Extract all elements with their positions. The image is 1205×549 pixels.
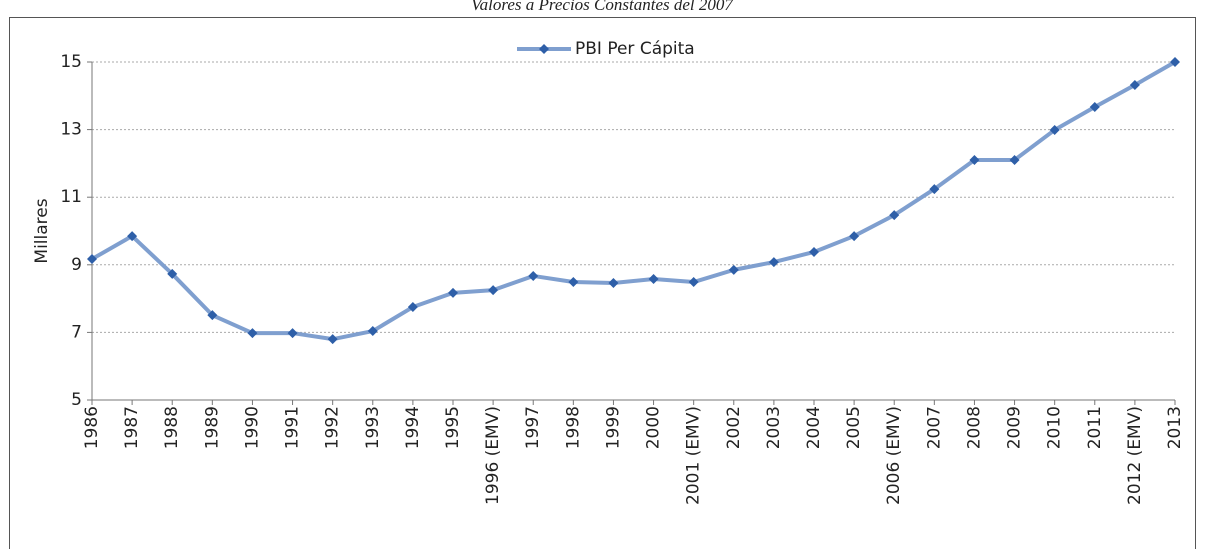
y-tick-label: 13 bbox=[60, 120, 82, 140]
data-point bbox=[448, 287, 458, 298]
x-tick-label: 1996 (EMV) bbox=[483, 406, 503, 505]
x-tick-label: 1987 bbox=[122, 406, 142, 449]
data-point bbox=[969, 155, 980, 166]
x-tick-label: 2001 (EMV) bbox=[684, 406, 704, 505]
data-point bbox=[1009, 155, 1020, 166]
data-point bbox=[768, 257, 779, 268]
data-point bbox=[207, 310, 218, 321]
data-point bbox=[568, 277, 579, 288]
data-point bbox=[367, 326, 378, 337]
data-point bbox=[247, 328, 258, 339]
x-tick-label: 1999 bbox=[603, 406, 623, 449]
x-tick-label: 1990 bbox=[242, 406, 262, 449]
data-point bbox=[1089, 101, 1100, 112]
data-point bbox=[929, 184, 940, 195]
x-tick-label: 1989 bbox=[202, 406, 222, 449]
data-point bbox=[87, 254, 97, 265]
legend-marker bbox=[539, 44, 549, 54]
data-point bbox=[889, 210, 900, 221]
data-point bbox=[1170, 57, 1180, 67]
x-tick-label: 1991 bbox=[283, 406, 303, 449]
x-tick-label: 2003 bbox=[764, 406, 784, 449]
data-point bbox=[528, 270, 539, 281]
y-axis-label: Millares bbox=[32, 198, 52, 263]
x-tick-label: 2000 bbox=[644, 406, 664, 449]
x-tick-label: 2009 bbox=[1005, 406, 1025, 449]
data-point bbox=[287, 328, 298, 339]
data-point bbox=[488, 285, 499, 296]
y-tick-label: 15 bbox=[60, 52, 82, 72]
y-tick-label: 11 bbox=[60, 187, 82, 207]
data-point bbox=[1049, 124, 1060, 135]
data-point bbox=[327, 334, 338, 345]
chart-frame bbox=[9, 17, 1196, 549]
x-tick-label: 1993 bbox=[363, 406, 383, 449]
series-line bbox=[91, 60, 1176, 342]
x-tick-label: 2005 bbox=[844, 406, 864, 449]
x-tick-label: 2010 bbox=[1045, 406, 1065, 449]
x-tick-label: 1995 bbox=[443, 406, 463, 449]
x-tick-label: 1992 bbox=[323, 406, 343, 449]
x-tick-label: 2012 (EMV) bbox=[1125, 406, 1145, 505]
x-tick-label: 2007 bbox=[924, 406, 944, 449]
x-tick-label: 2004 bbox=[804, 406, 824, 449]
x-tick-label: 1994 bbox=[403, 406, 423, 449]
x-tick-label: 2002 bbox=[724, 406, 744, 449]
y-tick-label: 9 bbox=[71, 255, 82, 275]
x-tick-label: 1998 bbox=[563, 406, 583, 449]
data-point bbox=[688, 277, 699, 288]
x-tick-label: 2008 bbox=[964, 406, 984, 449]
data-point bbox=[127, 231, 138, 242]
data-point bbox=[1129, 79, 1140, 90]
y-tick-label: 7 bbox=[71, 322, 82, 342]
data-point bbox=[728, 264, 739, 275]
x-tick-label: 1988 bbox=[162, 406, 182, 449]
x-tick-label: 2006 (EMV) bbox=[884, 406, 904, 505]
data-point bbox=[809, 246, 819, 257]
data-point bbox=[849, 231, 860, 242]
chart-title: Valores a Precios Constantes del 2007 bbox=[471, 0, 734, 14]
x-tick-label: 2011 bbox=[1085, 406, 1105, 449]
legend-label: PBI Per Cápita bbox=[575, 39, 695, 59]
data-point bbox=[167, 268, 178, 279]
x-tick-label: 2013 bbox=[1165, 406, 1185, 449]
x-tick-label: 1997 bbox=[523, 406, 543, 449]
data-point bbox=[648, 273, 659, 284]
y-tick-label: 5 bbox=[71, 390, 82, 410]
data-point bbox=[608, 278, 619, 289]
data-point bbox=[407, 302, 418, 313]
x-tick-label: 1986 bbox=[82, 406, 102, 449]
